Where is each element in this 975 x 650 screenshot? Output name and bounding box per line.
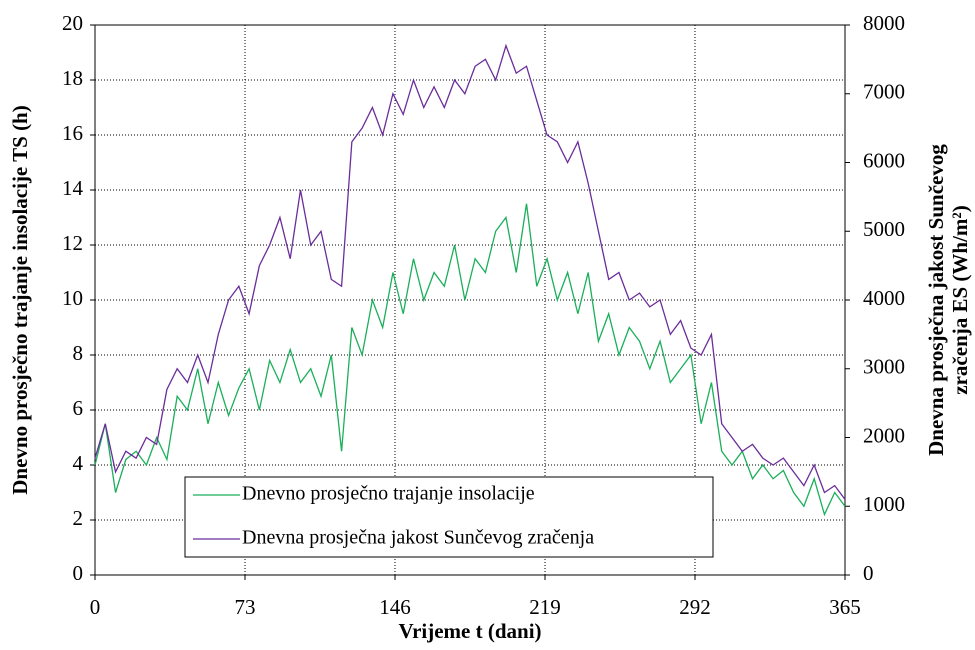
y2-tick-label: 2000 bbox=[863, 423, 905, 447]
y2-tick-label: 6000 bbox=[863, 148, 905, 172]
y-axis-label: Dnevno prosječno trajanje insolacije TS … bbox=[8, 105, 32, 494]
y2-tick-label: 1000 bbox=[863, 492, 905, 516]
y2-tick-label: 0 bbox=[863, 561, 874, 585]
legend-label: Dnevna prosječna jakost Sunčevog zračenj… bbox=[242, 527, 594, 549]
series-line bbox=[94, 203, 846, 517]
x-tick-label: 219 bbox=[529, 595, 561, 619]
y2-tick-label: 3000 bbox=[863, 355, 905, 379]
y2-tick-label: 7000 bbox=[863, 80, 905, 104]
x-tick-label: 0 bbox=[90, 595, 101, 619]
x-tick-label: 365 bbox=[829, 595, 861, 619]
x-tick-label: 73 bbox=[235, 595, 256, 619]
y-tick-label: 18 bbox=[62, 66, 83, 90]
y-tick-label: 16 bbox=[62, 121, 83, 145]
y-tick-label: 14 bbox=[62, 176, 84, 200]
y-tick-label: 20 bbox=[62, 11, 83, 35]
x-tick-label: 146 bbox=[379, 595, 411, 619]
legend-label: Dnevno prosječno trajanje insolacije bbox=[242, 483, 535, 505]
y2-axis-label: Dnevna prosječna jakost Sunčevog bbox=[924, 144, 948, 456]
y-tick-label: 10 bbox=[62, 286, 83, 310]
y2-tick-label: 5000 bbox=[863, 217, 905, 241]
y-tick-label: 12 bbox=[62, 231, 83, 255]
y-tick-label: 0 bbox=[73, 561, 84, 585]
y-tick-label: 8 bbox=[73, 341, 84, 365]
y2-tick-label: 8000 bbox=[863, 11, 905, 35]
y-tick-label: 6 bbox=[73, 396, 84, 420]
y-tick-label: 4 bbox=[73, 451, 84, 475]
series-line bbox=[94, 43, 846, 500]
y-tick-label: 2 bbox=[73, 506, 84, 530]
y2-axis-label: zračenja ES (Wh/m²) bbox=[948, 205, 972, 394]
y2-tick-label: 4000 bbox=[863, 286, 905, 310]
legend-box bbox=[184, 476, 714, 558]
plot-frame bbox=[94, 24, 846, 576]
x-axis-label: Vrijeme t (dani) bbox=[398, 619, 541, 643]
x-tick-label: 292 bbox=[679, 595, 711, 619]
